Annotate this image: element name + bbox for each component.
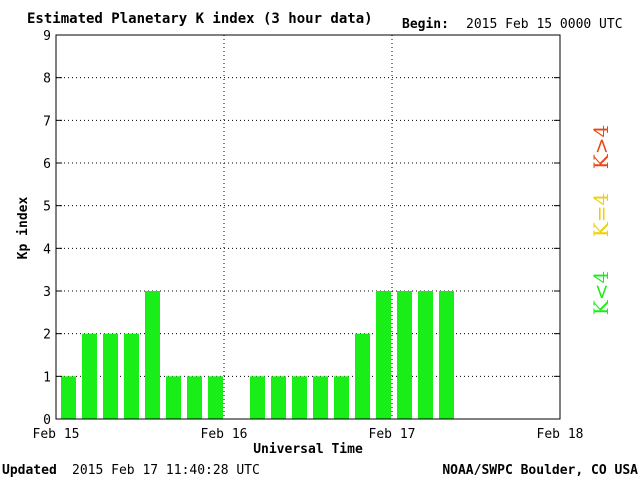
x-tick-label: Feb 16 — [201, 427, 248, 442]
updated-label: Updated — [2, 463, 57, 478]
kp-bar — [292, 376, 307, 419]
kp-bar — [187, 376, 202, 419]
x-tick-label: Feb 17 — [369, 427, 416, 442]
chart-title: Estimated Planetary K index (3 hour data… — [27, 11, 373, 27]
kp-bar — [439, 291, 454, 419]
grid-lines — [56, 35, 560, 419]
y-tick-label: 0 — [43, 413, 51, 428]
kp-bar — [313, 376, 328, 419]
legend-k-greater-4: K>4 — [589, 125, 613, 169]
kp-bar — [397, 291, 412, 419]
x-tick-label: Feb 15 — [33, 427, 80, 442]
x-axis-ticks: Feb 15 Feb 16 Feb 17 Feb 18 — [33, 427, 584, 442]
updated-value: 2015 Feb 17 11:40:28 UTC — [72, 463, 260, 478]
y-tick-label: 1 — [43, 370, 51, 385]
plot-frame — [55, 34, 561, 420]
kp-bar — [271, 376, 286, 419]
kp-bar — [355, 333, 370, 419]
y-tick-label: 8 — [43, 72, 51, 87]
kp-bar — [334, 376, 349, 419]
begin-label: Begin: — [402, 17, 449, 32]
y-tick-label: 6 — [43, 157, 51, 172]
kp-bar — [376, 291, 391, 419]
bar-series — [61, 291, 454, 419]
y-tick-label: 9 — [43, 29, 51, 44]
kp-bar — [61, 376, 76, 419]
legend-k-equal-4: K=4 — [589, 193, 613, 237]
x-axis-label: Universal Time — [253, 442, 363, 457]
y-tick-label: 3 — [43, 285, 51, 300]
y-tick-label: 4 — [43, 242, 51, 257]
kp-bar — [418, 291, 433, 419]
kp-bar — [250, 376, 265, 419]
y-tick-label: 2 — [43, 328, 51, 343]
legend-k-less-4: K<4 — [589, 271, 613, 315]
y-tick-label: 5 — [43, 200, 51, 215]
begin-value: 2015 Feb 15 0000 UTC — [466, 17, 623, 32]
kp-bar — [145, 291, 160, 419]
credit-text: NOAA/SWPC Boulder, CO USA — [442, 463, 638, 478]
x-tick-label: Feb 18 — [537, 427, 584, 442]
y-axis-ticks: 0 1 2 3 4 5 6 7 8 9 — [43, 29, 560, 428]
y-axis-label: Kp index — [16, 197, 31, 260]
kp-bar — [124, 333, 139, 419]
kp-bar — [82, 333, 97, 419]
y-tick-label: 7 — [43, 114, 51, 129]
kp-bar — [208, 376, 223, 419]
kp-bar — [166, 376, 181, 419]
kp-bar — [103, 333, 118, 419]
